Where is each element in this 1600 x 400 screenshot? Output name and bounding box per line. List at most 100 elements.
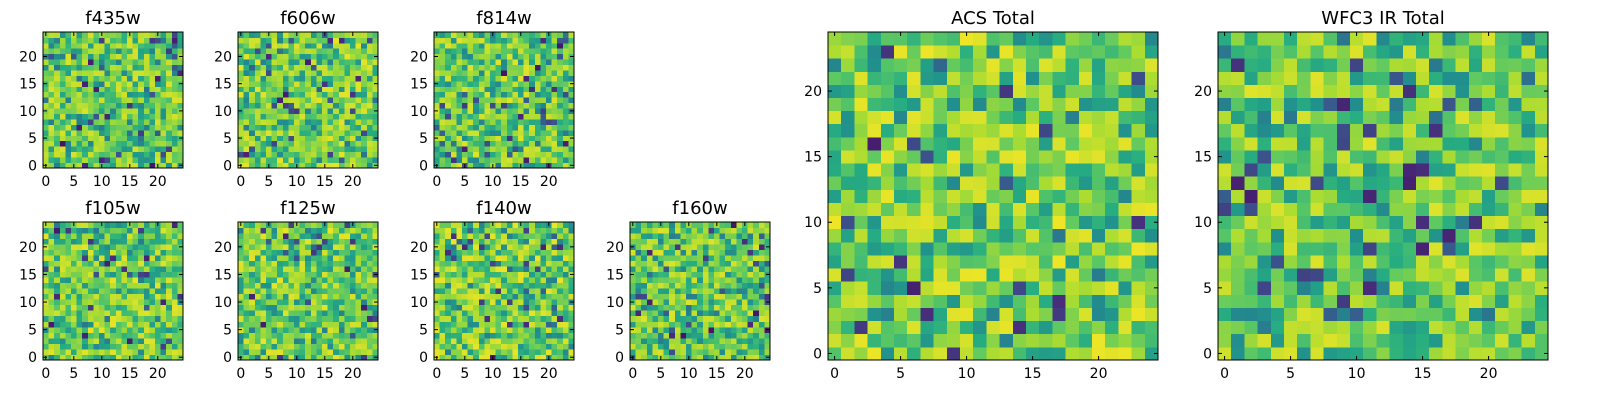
heatmap-cell: [59, 266, 66, 273]
heatmap-cell: [635, 249, 642, 256]
heatmap-cell: [333, 299, 340, 306]
heatmap-cell: [127, 70, 133, 76]
heatmap-cell: [546, 321, 552, 328]
heatmap-cell: [557, 255, 564, 262]
heatmap-cell: [495, 162, 502, 169]
heatmap-cell: [243, 135, 250, 142]
heatmap-cell: [266, 310, 272, 317]
heatmap-cell: [742, 293, 748, 300]
heatmap-cell: [104, 233, 111, 239]
heatmap-cell: [99, 315, 105, 322]
heatmap-cell: [138, 222, 145, 228]
heatmap-cell: [523, 326, 530, 333]
heatmap-cell: [350, 348, 356, 355]
heatmap-cell: [490, 140, 496, 147]
heatmap-cell: [758, 343, 765, 350]
heatmap-cell: [99, 343, 105, 350]
heatmap-cell: [76, 113, 83, 120]
heatmap-cell: [48, 162, 55, 169]
heatmap-cell: [294, 157, 300, 163]
heatmap-cell: [841, 228, 855, 243]
heatmap-cell: [93, 162, 100, 169]
heatmap-cell: [76, 129, 83, 136]
x-tick-label: 20: [149, 174, 167, 190]
heatmap-cell: [1052, 307, 1066, 322]
heatmap-cell: [48, 80, 55, 87]
heatmap-cell: [456, 59, 463, 66]
heatmap-cell: [366, 146, 373, 153]
heatmap-cell: [333, 151, 340, 158]
heatmap-cell: [434, 266, 440, 273]
heatmap-cell: [59, 157, 66, 163]
heatmap-cell: [350, 332, 356, 339]
heatmap-cell: [551, 53, 558, 60]
heatmap-cell: [277, 108, 284, 114]
heatmap-cell: [730, 244, 737, 250]
heatmap-cell: [76, 227, 83, 234]
heatmap-cell: [166, 108, 173, 114]
heatmap-cell: [697, 260, 704, 267]
heatmap-cell: [333, 310, 340, 317]
heatmap-cell: [260, 86, 267, 93]
heatmap-cell: [344, 113, 351, 120]
heatmap-cell: [1118, 307, 1132, 322]
heatmap-cell: [551, 315, 558, 322]
heatmap-cell: [166, 53, 173, 60]
heatmap-cell: [562, 244, 569, 250]
heatmap-cell: [630, 348, 636, 355]
heatmap-cell: [999, 202, 1014, 217]
heatmap-cell: [529, 282, 536, 289]
heatmap-cell: [490, 227, 496, 234]
heatmap-cell: [54, 53, 61, 60]
heatmap-cell: [1065, 228, 1080, 243]
heatmap-cell: [372, 91, 379, 98]
heatmap-cell: [361, 293, 368, 300]
panel-title: f140w: [476, 198, 531, 219]
heatmap-cell: [271, 233, 278, 239]
heatmap-cell: [999, 307, 1014, 322]
heatmap-cell: [434, 337, 440, 344]
heatmap-cell: [143, 266, 150, 273]
heatmap-cell: [534, 271, 541, 278]
heatmap-cell: [506, 86, 513, 93]
heatmap-cell: [1092, 333, 1106, 348]
heatmap-cell: [104, 244, 111, 250]
heatmap-cell: [143, 113, 150, 120]
heatmap-cell: [730, 222, 737, 228]
heatmap-cell: [473, 157, 480, 163]
heatmap-cell: [534, 266, 541, 273]
heatmap-cell: [562, 249, 569, 256]
heatmap-cell: [758, 227, 765, 234]
heatmap-cell: [742, 282, 748, 289]
heatmap-cell: [271, 97, 278, 104]
heatmap-cell: [450, 321, 457, 328]
heatmap-cell: [171, 135, 178, 142]
heatmap-cell: [361, 129, 368, 136]
heatmap-cell: [260, 255, 267, 262]
heatmap-cell: [115, 102, 122, 109]
heatmap-cell: [138, 337, 145, 344]
heatmap-cell: [171, 343, 178, 350]
heatmap-cell: [127, 42, 133, 49]
heatmap-cell: [529, 332, 536, 339]
heatmap-cell: [546, 332, 552, 339]
heatmap-cell: [467, 299, 474, 306]
heatmap-cell: [506, 37, 513, 44]
heatmap-cell: [841, 202, 855, 217]
heatmap-cell: [523, 162, 530, 169]
heatmap-cell: [294, 59, 300, 66]
heatmap-cell: [708, 326, 715, 333]
heatmap-cell: [1012, 189, 1027, 203]
heatmap-cell: [71, 53, 77, 60]
heatmap-cell: [366, 91, 373, 98]
heatmap-cell: [76, 64, 83, 71]
heatmap-cell: [282, 343, 289, 350]
heatmap-cell: [630, 266, 636, 273]
heatmap-cell: [104, 238, 111, 245]
heatmap-cell: [854, 320, 868, 335]
heatmap-cell: [495, 293, 502, 300]
heatmap-cell: [65, 343, 72, 350]
heatmap-cell: [736, 354, 743, 361]
heatmap-cell: [568, 37, 575, 44]
